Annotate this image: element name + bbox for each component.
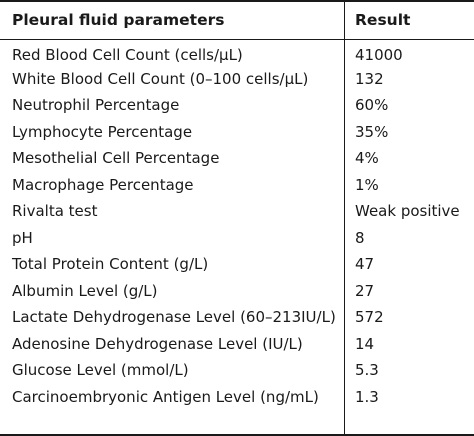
table-row: Lymphocyte Percentage 35% [0, 119, 474, 146]
result-cell: 8 [355, 228, 365, 247]
parameter-cell: Adenosine Dehydrogenase Level (IU/L) [12, 334, 303, 353]
result-cell: 1% [355, 175, 379, 194]
table-row: Albumin Level (g/L) 27 [0, 278, 474, 305]
parameter-cell: Lymphocyte Percentage [12, 122, 193, 141]
result-cell: 1.3 [355, 387, 379, 406]
parameter-cell: Red Blood Cell Count (cells/μL) [12, 45, 243, 64]
result-cell: 35% [355, 122, 389, 141]
header-row: Pleural fluid parameters Result [0, 2, 474, 40]
result-cell: 132 [355, 69, 384, 88]
parameter-cell: Neutrophil Percentage [12, 96, 180, 115]
table-row: Macrophage Percentage 1% [0, 172, 474, 199]
header-result: Result [344, 2, 474, 40]
result-cell: 41000 [355, 45, 403, 64]
table-row: Carcinoembryonic Antigen Level (ng/mL) 1… [0, 384, 474, 411]
table-row: Mesothelial Cell Percentage 4% [0, 145, 474, 172]
header-parameter: Pleural fluid parameters [0, 2, 344, 40]
table-row: Total Protein Content (g/L) 47 [0, 251, 474, 278]
result-cell: Weak positive [355, 202, 460, 221]
table-row: Red Blood Cell Count (cells/μL) 41000 [0, 39, 474, 66]
result-cell: 4% [355, 149, 379, 168]
table-row: Glucose Level (mmol/L) 5.3 [0, 357, 474, 384]
parameter-cell: Mesothelial Cell Percentage [12, 149, 220, 168]
table-row: Neutrophil Percentage 60% [0, 92, 474, 119]
table-row: pH 8 [0, 225, 474, 252]
column-divider [344, 2, 345, 434]
result-cell: 60% [355, 96, 389, 115]
parameter-cell: White Blood Cell Count (0–100 cells/μL) [12, 69, 309, 88]
result-cell: 27 [355, 281, 375, 300]
parameter-cell: Total Protein Content (g/L) [12, 255, 209, 274]
parameter-cell: Rivalta test [12, 202, 98, 221]
parameter-cell: Glucose Level (mmol/L) [12, 361, 189, 380]
result-cell: 572 [355, 308, 384, 327]
parameter-cell: Albumin Level (g/L) [12, 281, 158, 300]
parameter-cell: Lactate Dehydrogenase Level (60–213IU/L) [12, 308, 336, 327]
results-table: Pleural fluid parameters Result Red Bloo… [0, 2, 474, 410]
parameter-cell: Carcinoembryonic Antigen Level (ng/mL) [12, 387, 319, 406]
table-row: Adenosine Dehydrogenase Level (IU/L) 14 [0, 331, 474, 358]
table-row: Lactate Dehydrogenase Level (60–213IU/L)… [0, 304, 474, 331]
parameter-cell: pH [12, 228, 33, 247]
parameter-cell: Macrophage Percentage [12, 175, 194, 194]
table-row: Rivalta test Weak positive [0, 198, 474, 225]
result-cell: 14 [355, 334, 375, 353]
result-cell: 5.3 [355, 361, 379, 380]
result-cell: 47 [355, 255, 375, 274]
table-row: White Blood Cell Count (0–100 cells/μL) … [0, 66, 474, 93]
